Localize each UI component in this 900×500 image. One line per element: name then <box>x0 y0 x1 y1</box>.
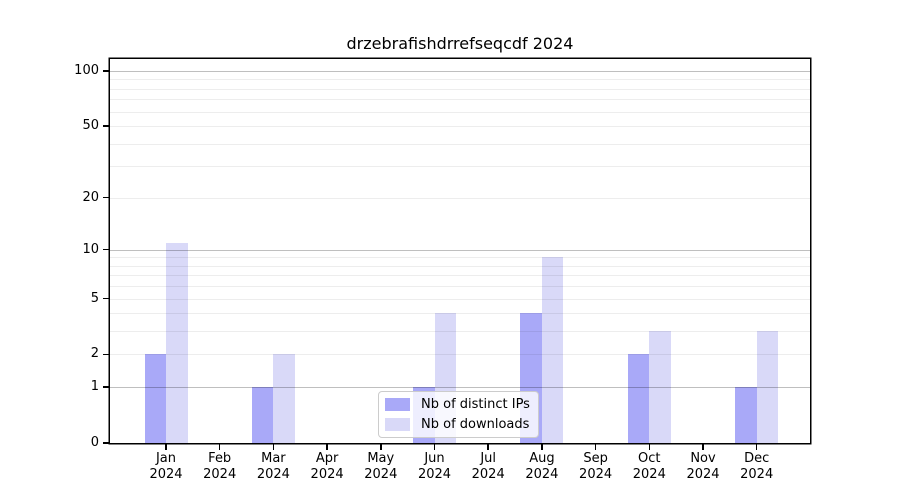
gridline-minor <box>110 111 810 113</box>
bars-layer <box>110 59 810 443</box>
bar-downloads-oct <box>649 331 671 443</box>
bar-downloads-jan <box>166 242 188 443</box>
gridline-minor <box>110 286 810 288</box>
gridline-major <box>110 70 810 72</box>
bar-downloads-dec <box>756 331 779 443</box>
x-month-label: Mar 2024 <box>256 451 290 482</box>
gridline-minor <box>110 354 810 356</box>
gridline-minor <box>110 257 810 259</box>
chart-title: drzebrafishdrrefseqcdf 2024 <box>346 34 574 53</box>
gridline-minor <box>110 265 810 267</box>
x-month-label: Oct 2024 <box>632 451 666 482</box>
y-tick-label: 2 <box>90 346 99 362</box>
grid-layer <box>110 59 810 443</box>
legend-label-distinct-ips: Nb of distinct IPs <box>421 397 530 412</box>
bar-downloads-mar <box>273 354 295 443</box>
gridline-minor <box>110 313 810 315</box>
y-tick-mark <box>103 248 110 251</box>
gridline-minor <box>110 126 810 127</box>
gridline-major <box>110 387 810 389</box>
x-tick-mark <box>218 444 221 450</box>
y-tick-label: 1 <box>90 379 99 395</box>
gridline-minor <box>110 143 810 145</box>
y-tick-mark <box>103 386 110 388</box>
bar-distinct-ips-mar <box>251 387 274 443</box>
y-tick-mark <box>103 353 110 356</box>
gridline-minor <box>110 79 810 81</box>
x-month-label: Aug 2024 <box>525 451 559 482</box>
x-tick-mark <box>165 444 167 450</box>
x-tick-mark <box>433 444 436 450</box>
legend: Nb of distinct IPs Nb of downloads <box>378 391 539 438</box>
gridline-minor <box>110 197 810 199</box>
x-tick-mark <box>326 444 328 450</box>
x-month-label: Dec 2024 <box>740 451 774 482</box>
gridline-minor <box>110 88 810 90</box>
x-tick-mark <box>755 444 758 450</box>
x-month-label: Sep 2024 <box>579 451 613 482</box>
y-tick-mark <box>103 125 110 127</box>
legend-item-distinct-ips: Nb of distinct IPs <box>385 397 530 412</box>
x-tick-mark <box>272 444 275 450</box>
bar-distinct-ips-dec <box>735 387 757 443</box>
bar-downloads-aug <box>541 257 564 443</box>
legend-item-downloads: Nb of downloads <box>385 417 530 432</box>
x-month-label: May 2024 <box>364 451 398 482</box>
y-tick-label: 0 <box>90 435 99 450</box>
gridline-minor <box>110 275 810 277</box>
x-tick-mark <box>648 444 651 450</box>
y-tick-mark <box>103 70 110 72</box>
gridline-minor <box>110 99 810 101</box>
x-month-label: Apr 2024 <box>310 451 344 482</box>
y-tick-mark <box>103 442 110 444</box>
legend-swatch-distinct-ips <box>385 398 410 411</box>
x-tick-mark <box>487 444 489 450</box>
plot-area: Nb of distinct IPs Nb of downloads <box>110 59 810 443</box>
y-tick-label: 100 <box>74 62 99 78</box>
bar-distinct-ips-jan <box>144 354 166 443</box>
gridline-major <box>110 249 810 251</box>
y-tick-mark <box>103 196 110 199</box>
x-tick-mark <box>541 444 543 450</box>
x-month-label: Feb 2024 <box>203 451 237 482</box>
legend-swatch-downloads <box>385 418 410 431</box>
y-tick-label: 10 <box>82 241 99 257</box>
x-month-label: Jan 2024 <box>149 451 183 482</box>
x-month-label: Nov 2024 <box>686 451 720 482</box>
gridline-minor <box>110 331 810 333</box>
x-tick-mark <box>594 444 597 450</box>
legend-label-downloads: Nb of downloads <box>421 417 530 432</box>
y-tick-label: 5 <box>90 290 99 306</box>
gridline-minor <box>110 166 810 168</box>
x-month-label: Jun 2024 <box>417 451 452 482</box>
y-tick-label: 50 <box>82 118 99 133</box>
bar-distinct-ips-oct <box>627 354 650 443</box>
y-tick-label: 20 <box>82 189 99 205</box>
x-tick-mark <box>380 444 382 450</box>
x-tick-mark <box>702 444 704 450</box>
x-month-label: Jul 2024 <box>471 451 505 482</box>
gridline-minor <box>110 298 810 300</box>
y-tick-mark <box>103 297 110 300</box>
